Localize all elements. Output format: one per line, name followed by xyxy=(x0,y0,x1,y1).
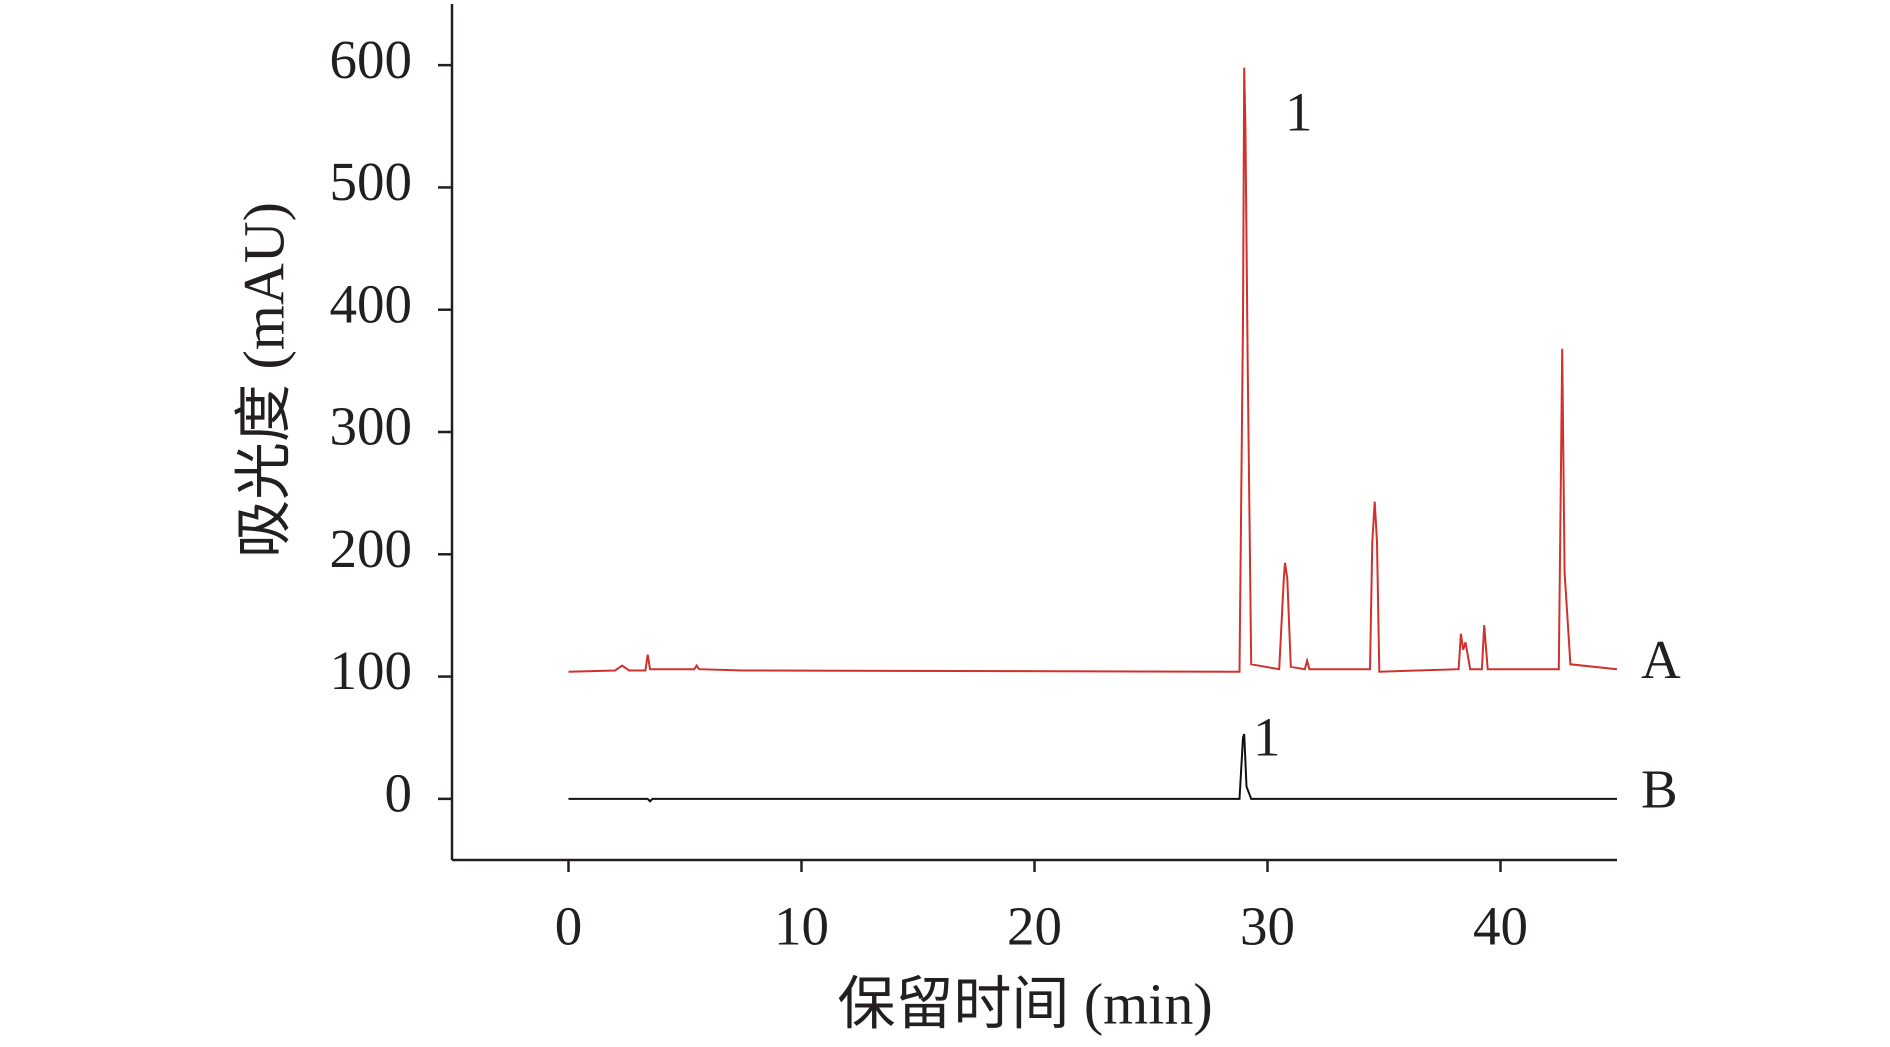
series-label: A xyxy=(1641,629,1681,690)
x-tick-label: 10 xyxy=(774,896,829,957)
y-tick-label: 300 xyxy=(330,396,413,457)
y-tick-label: 200 xyxy=(330,518,413,579)
peak-label: 1 xyxy=(1253,707,1281,768)
y-tick-label: 600 xyxy=(330,29,413,90)
y-axis-title: 吸光度 (mAU) xyxy=(231,202,296,558)
x-tick-label: 30 xyxy=(1240,896,1295,957)
x-tick-label: 0 xyxy=(555,896,583,957)
series-line xyxy=(568,733,1617,803)
x-tick-label: 20 xyxy=(1007,896,1062,957)
peak-label: 1 xyxy=(1285,82,1313,143)
y-tick-label: 400 xyxy=(330,273,413,334)
y-tick-label: 0 xyxy=(385,762,413,823)
x-tick-label: 40 xyxy=(1473,896,1528,957)
x-axis-title: 保留时间 (min) xyxy=(837,971,1212,1036)
series-label: B xyxy=(1641,758,1678,819)
y-tick-label: 500 xyxy=(330,151,413,212)
series-line xyxy=(568,67,1618,673)
y-tick-label: 100 xyxy=(330,640,413,701)
